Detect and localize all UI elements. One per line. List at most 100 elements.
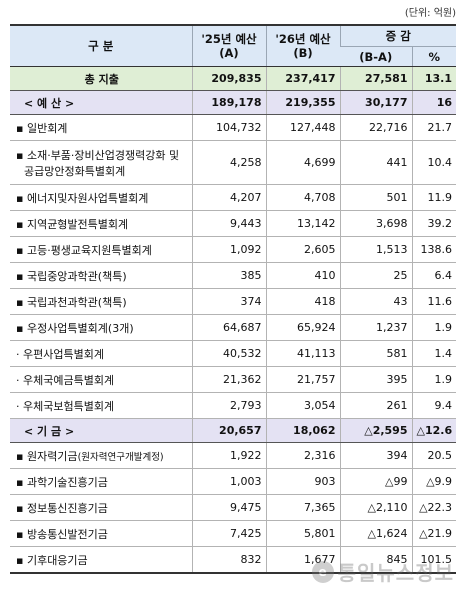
row-label: ▪ 지역균형발전특별회계 (10, 210, 192, 237)
table-row: ▪ 방송통신발전기금 7,425 5,801 △1,624 △21.9 (10, 520, 457, 547)
cell-2025: 64,687 (191, 314, 266, 341)
cell-pct: △9.9 (411, 468, 457, 495)
cell-pct: 1.9 (411, 366, 457, 393)
table-row-total: 총 지출 209,835 237,417 27,581 13.1 (10, 66, 457, 91)
cell-2025: 7,425 (191, 520, 266, 547)
table-row: · 우체국보험특별회계 2,793 3,054 261 9.4 (10, 392, 457, 419)
table-row: ▪ 소재·부품·장비산업경쟁력강화 및 공급망안정화특별회계 4,258 4,6… (10, 140, 457, 185)
cell-2025: 1,092 (191, 236, 266, 263)
cell-2026: 4,699 (265, 140, 340, 185)
row-label: ▪ 원자력기금(원자력연구개발계정) (10, 442, 192, 469)
cell-2026: 903 (265, 468, 340, 495)
cell-pct: 138.6 (411, 236, 457, 263)
row-label: · 우체국예금특별회계 (10, 366, 192, 393)
cell-2025: 9,443 (191, 210, 266, 237)
cell-pct: 101.5 (411, 546, 457, 574)
row-label: · 우편사업특별회계 (10, 340, 192, 367)
cell-2026: 2,316 (265, 442, 340, 469)
cell-2026: 7,365 (265, 494, 340, 521)
cell-2025: 21,362 (191, 366, 266, 393)
cell-2025: 9,475 (191, 494, 266, 521)
cell-2025: 4,258 (191, 140, 266, 185)
cell-pct: 6.4 (411, 262, 457, 289)
table-row: ▪ 국립과천과학관(책특) 374 418 43 11.6 (10, 288, 457, 315)
cell-2025: 209,835 (191, 66, 266, 91)
table-row: ▪ 일반회계 104,732 127,448 22,716 21.7 (10, 114, 457, 141)
row-label: ▪ 방송통신발전기금 (10, 520, 192, 547)
cell-2025: 1,003 (191, 468, 266, 495)
cell-2025: 385 (191, 262, 266, 289)
cell-diff: 394 (339, 442, 412, 469)
row-label: ▪ 소재·부품·장비산업경쟁력강화 및 공급망안정화특별회계 (10, 140, 192, 185)
row-label: 총 지출 (10, 66, 192, 91)
cell-diff: △1,624 (339, 520, 412, 547)
cell-pct: △22.3 (411, 494, 457, 521)
cell-diff: 501 (339, 184, 412, 211)
cell-pct: 10.4 (411, 140, 457, 185)
cell-2025: 20,657 (191, 418, 266, 443)
cell-2026: 5,801 (265, 520, 340, 547)
header-change: 증 감 (339, 24, 457, 47)
cell-2026: 2,605 (265, 236, 340, 263)
row-label: < 예 산 > (10, 90, 192, 115)
cell-diff: 845 (339, 546, 412, 574)
row-label: ▪ 우정사업특별회계(3개) (10, 314, 192, 341)
cell-pct: 21.7 (411, 114, 457, 141)
cell-2025: 40,532 (191, 340, 266, 367)
table-row: ▪ 기후대응기금 832 1,677 845 101.5 (10, 546, 457, 574)
cell-2026: 237,417 (265, 66, 340, 91)
cell-pct: △12.6 (411, 418, 457, 443)
cell-pct: 39.2 (411, 210, 457, 237)
cell-pct: 11.6 (411, 288, 457, 315)
cell-diff: 22,716 (339, 114, 412, 141)
cell-diff: 441 (339, 140, 412, 185)
cell-2026: 418 (265, 288, 340, 315)
cell-pct: 20.5 (411, 442, 457, 469)
row-label: ▪ 기후대응기금 (10, 546, 192, 574)
cell-2026: 410 (265, 262, 340, 289)
cell-pct: 11.9 (411, 184, 457, 211)
cell-pct: 9.4 (411, 392, 457, 419)
cell-2025: 4,207 (191, 184, 266, 211)
cell-2026: 3,054 (265, 392, 340, 419)
budget-table: 구 분 '25년 예산 (A) '26년 예산 (B) 증 감 (B-A) % … (10, 24, 457, 574)
table-row: ▪ 과학기술진흥기금 1,003 903 △99 △9.9 (10, 468, 457, 495)
cell-2026: 1,677 (265, 546, 340, 574)
table-row: · 우체국예금특별회계 21,362 21,757 395 1.9 (10, 366, 457, 393)
header-change-pct: % (411, 46, 457, 67)
row-label: ▪ 과학기술진흥기금 (10, 468, 192, 495)
table-row: ▪ 국립중앙과학관(책특) 385 410 25 6.4 (10, 262, 457, 289)
cell-2025: 104,732 (191, 114, 266, 141)
table-row: · 우편사업특별회계 40,532 41,113 581 1.4 (10, 340, 457, 367)
cell-2025: 374 (191, 288, 266, 315)
table-row: ▪ 원자력기금(원자력연구개발계정) 1,922 2,316 394 20.5 (10, 442, 457, 469)
row-label: ▪ 고등·평생교육지원특별회계 (10, 236, 192, 263)
cell-2025: 1,922 (191, 442, 266, 469)
cell-diff: 27,581 (339, 66, 412, 91)
cell-2025: 2,793 (191, 392, 266, 419)
table-row-budget-section: < 예 산 > 189,178 219,355 30,177 16 (10, 90, 457, 115)
cell-2025: 189,178 (191, 90, 266, 115)
cell-pct: 1.4 (411, 340, 457, 367)
cell-diff: △2,110 (339, 494, 412, 521)
cell-diff: △99 (339, 468, 412, 495)
cell-2025: 832 (191, 546, 266, 574)
table-row-fund-section: < 기 금 > 20,657 18,062 △2,595 △12.6 (10, 418, 457, 443)
row-label: ▪ 일반회계 (10, 114, 192, 141)
cell-diff: 30,177 (339, 90, 412, 115)
header-2026: '26년 예산 (B) (265, 24, 340, 67)
unit-note: (단위: 억원) (404, 8, 456, 19)
cell-diff: 1,237 (339, 314, 412, 341)
row-label: < 기 금 > (10, 418, 192, 443)
cell-2026: 4,708 (265, 184, 340, 211)
header-2025: '25년 예산 (A) (191, 24, 266, 67)
row-label: ▪ 에너지및자원사업특별회계 (10, 184, 192, 211)
cell-2026: 21,757 (265, 366, 340, 393)
cell-diff: 43 (339, 288, 412, 315)
cell-2026: 127,448 (265, 114, 340, 141)
table-row: ▪ 에너지및자원사업특별회계 4,207 4,708 501 11.9 (10, 184, 457, 211)
cell-2026: 18,062 (265, 418, 340, 443)
row-label: ▪ 국립과천과학관(책특) (10, 288, 192, 315)
cell-2026: 13,142 (265, 210, 340, 237)
table-row: ▪ 고등·평생교육지원특별회계 1,092 2,605 1,513 138.6 (10, 236, 457, 263)
